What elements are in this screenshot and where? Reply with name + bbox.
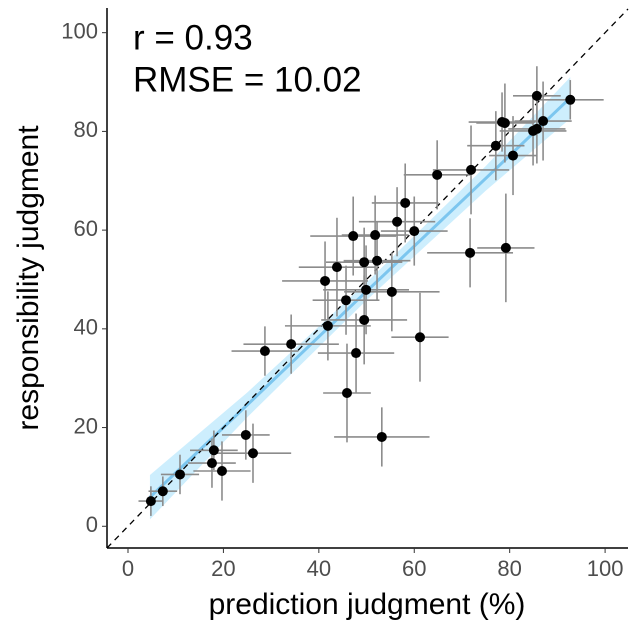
point — [157, 486, 168, 497]
point — [409, 226, 420, 237]
x-tick-label: 60 — [402, 556, 426, 581]
point — [341, 388, 352, 399]
point — [490, 140, 501, 151]
y-tick-label: 0 — [86, 512, 98, 537]
x-tick-label: 20 — [211, 556, 235, 581]
annotation: r = 0.93 — [133, 18, 253, 57]
identity-line — [106, 8, 629, 549]
x-tick-label: 0 — [122, 556, 134, 581]
point — [499, 118, 510, 129]
x-axis-title: prediction judgment (%) — [209, 588, 526, 621]
point — [372, 255, 383, 266]
y-axis-title: responsibility judgment — [12, 125, 45, 431]
point — [538, 116, 549, 127]
point — [508, 150, 519, 161]
x-tick-label: 40 — [307, 556, 331, 581]
point — [531, 90, 542, 101]
point — [240, 429, 251, 440]
point — [466, 164, 477, 175]
point — [432, 169, 443, 180]
x-tick-label: 100 — [587, 556, 624, 581]
x-tick-label: 80 — [497, 556, 521, 581]
y-tick-label: 80 — [74, 117, 98, 142]
point — [351, 348, 362, 359]
point — [216, 465, 227, 476]
point — [400, 197, 411, 208]
point — [341, 295, 352, 306]
annotation: RMSE = 10.02 — [133, 60, 362, 99]
point — [348, 231, 359, 242]
point — [286, 339, 297, 350]
point — [500, 242, 511, 253]
point — [361, 284, 372, 295]
point — [370, 230, 381, 241]
point — [465, 247, 476, 258]
plot-layer: 0 20 40 60 80 100 0 20 40 60 80 100 — [61, 8, 629, 581]
point — [174, 469, 185, 480]
y-tick-label: 40 — [74, 315, 98, 340]
point — [531, 123, 542, 134]
point — [331, 262, 342, 273]
point — [359, 257, 370, 268]
point — [208, 445, 219, 456]
point — [386, 286, 397, 297]
y-tick-label: 20 — [74, 413, 98, 438]
point — [376, 431, 387, 442]
point — [259, 346, 270, 357]
point — [359, 314, 370, 325]
point — [565, 94, 576, 105]
point — [206, 458, 217, 469]
point — [414, 332, 425, 343]
point — [320, 275, 331, 286]
point — [322, 320, 333, 331]
y-tick-label: 60 — [74, 216, 98, 241]
point — [392, 216, 403, 227]
point — [247, 448, 258, 459]
point — [145, 496, 156, 507]
y-tick-label: 100 — [61, 18, 98, 43]
